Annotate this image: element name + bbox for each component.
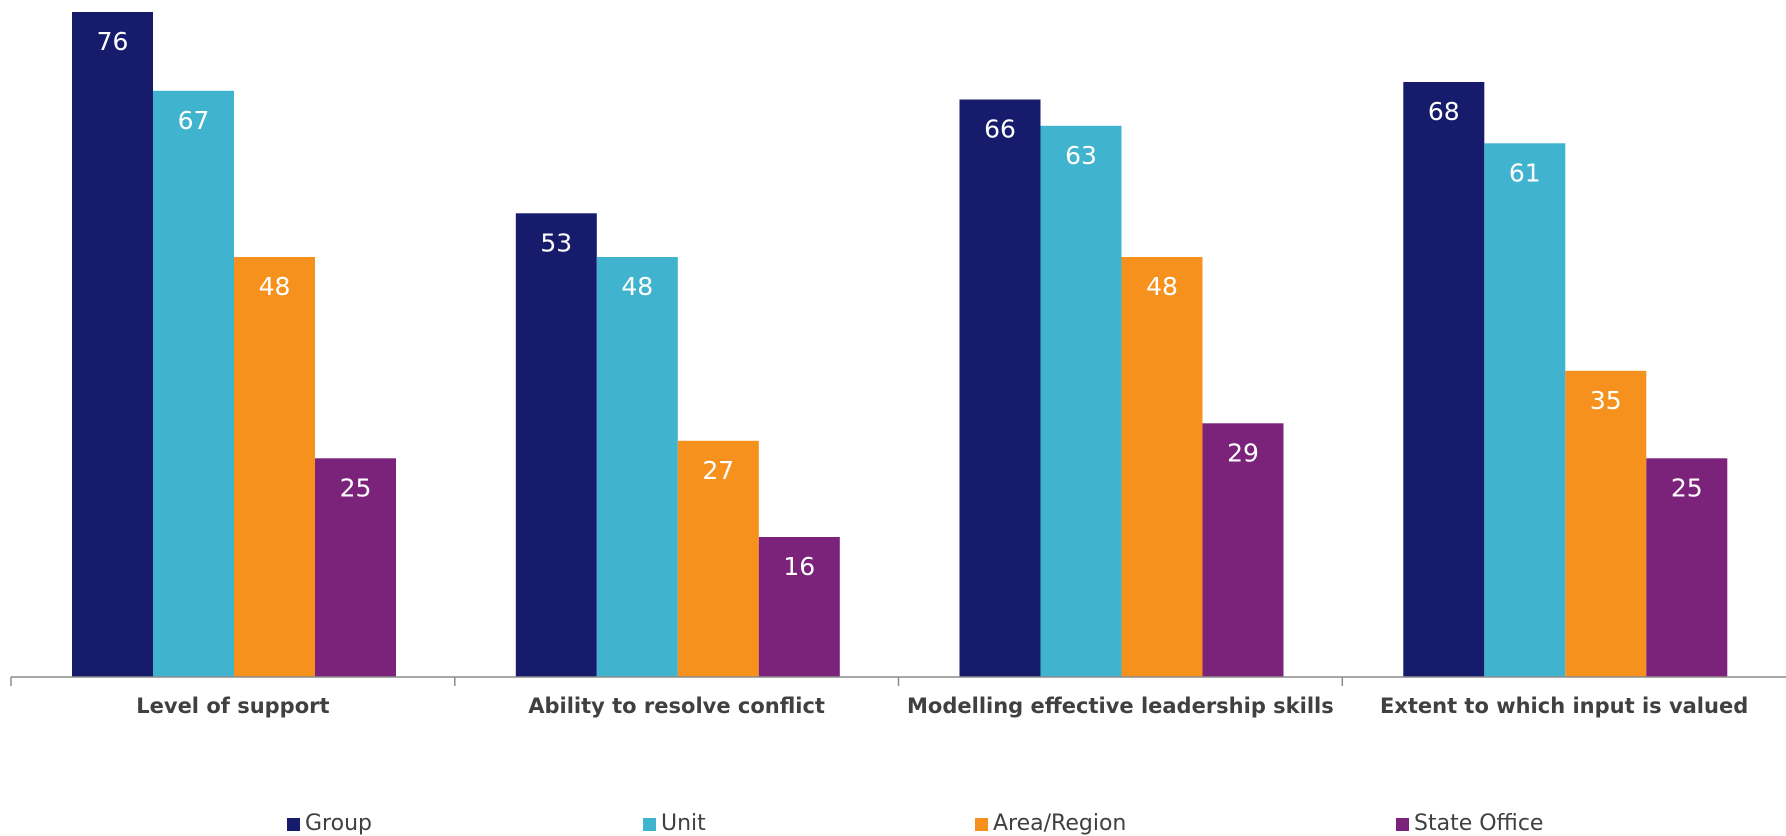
bar bbox=[758, 537, 840, 677]
data-label: 27 bbox=[702, 456, 734, 485]
legend-label: Group bbox=[305, 811, 372, 836]
bar bbox=[1202, 423, 1284, 678]
data-label: 25 bbox=[1671, 473, 1703, 502]
data-label: 53 bbox=[540, 228, 572, 257]
legend-label: Area/Region bbox=[993, 811, 1127, 836]
bar bbox=[1484, 143, 1566, 678]
data-label: 35 bbox=[1590, 386, 1622, 415]
legend-item: State Office bbox=[1396, 813, 1543, 835]
bar bbox=[596, 257, 678, 677]
legend-item: Unit bbox=[643, 813, 706, 835]
category-label: Modelling effective leadership skills bbox=[907, 694, 1334, 718]
legend-label: Unit bbox=[661, 811, 706, 836]
data-label: 66 bbox=[984, 115, 1016, 144]
bar bbox=[72, 12, 153, 677]
bar bbox=[1121, 257, 1203, 677]
data-label: 76 bbox=[97, 27, 129, 56]
data-label: 25 bbox=[340, 473, 372, 502]
data-label: 48 bbox=[259, 272, 291, 301]
bar bbox=[315, 458, 396, 678]
bar bbox=[515, 213, 597, 678]
data-label: 61 bbox=[1509, 158, 1541, 187]
category-label: Level of support bbox=[136, 694, 329, 718]
bar bbox=[153, 90, 234, 678]
data-label: 68 bbox=[1428, 97, 1460, 126]
bar bbox=[234, 257, 315, 677]
legend-swatch bbox=[643, 817, 656, 831]
data-label: 48 bbox=[1146, 272, 1178, 301]
bar bbox=[1040, 125, 1122, 678]
bar bbox=[959, 99, 1041, 677]
category-label: Ability to resolve conflict bbox=[528, 694, 825, 718]
bar bbox=[1403, 82, 1485, 677]
legend-item: Group bbox=[287, 813, 372, 835]
legend: Group Unit Area/Region State Office bbox=[0, 813, 1786, 835]
legend-swatch bbox=[287, 817, 300, 831]
category-label: Extent to which input is valued bbox=[1380, 694, 1748, 718]
data-label: 67 bbox=[178, 106, 210, 135]
legend-swatch bbox=[1396, 817, 1409, 831]
legend-item: Area/Region bbox=[975, 813, 1126, 835]
data-label: 16 bbox=[783, 552, 815, 581]
data-label: 63 bbox=[1065, 141, 1097, 170]
legend-label: State Office bbox=[1414, 811, 1544, 836]
data-label: 29 bbox=[1227, 438, 1259, 467]
legend-swatch bbox=[975, 817, 988, 831]
bar bbox=[1565, 370, 1647, 678]
bar bbox=[677, 440, 759, 678]
bar bbox=[1646, 458, 1728, 678]
data-label: 48 bbox=[621, 272, 653, 301]
